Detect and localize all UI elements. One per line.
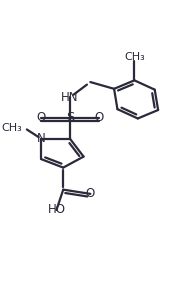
Text: HO: HO xyxy=(48,203,66,216)
Text: CH₃: CH₃ xyxy=(2,123,23,133)
Text: O: O xyxy=(37,111,46,124)
Text: S: S xyxy=(66,111,74,124)
Text: HN: HN xyxy=(61,91,79,104)
Text: N: N xyxy=(37,132,46,145)
Text: O: O xyxy=(86,187,95,200)
Text: CH₃: CH₃ xyxy=(124,52,145,62)
Text: O: O xyxy=(94,111,103,124)
